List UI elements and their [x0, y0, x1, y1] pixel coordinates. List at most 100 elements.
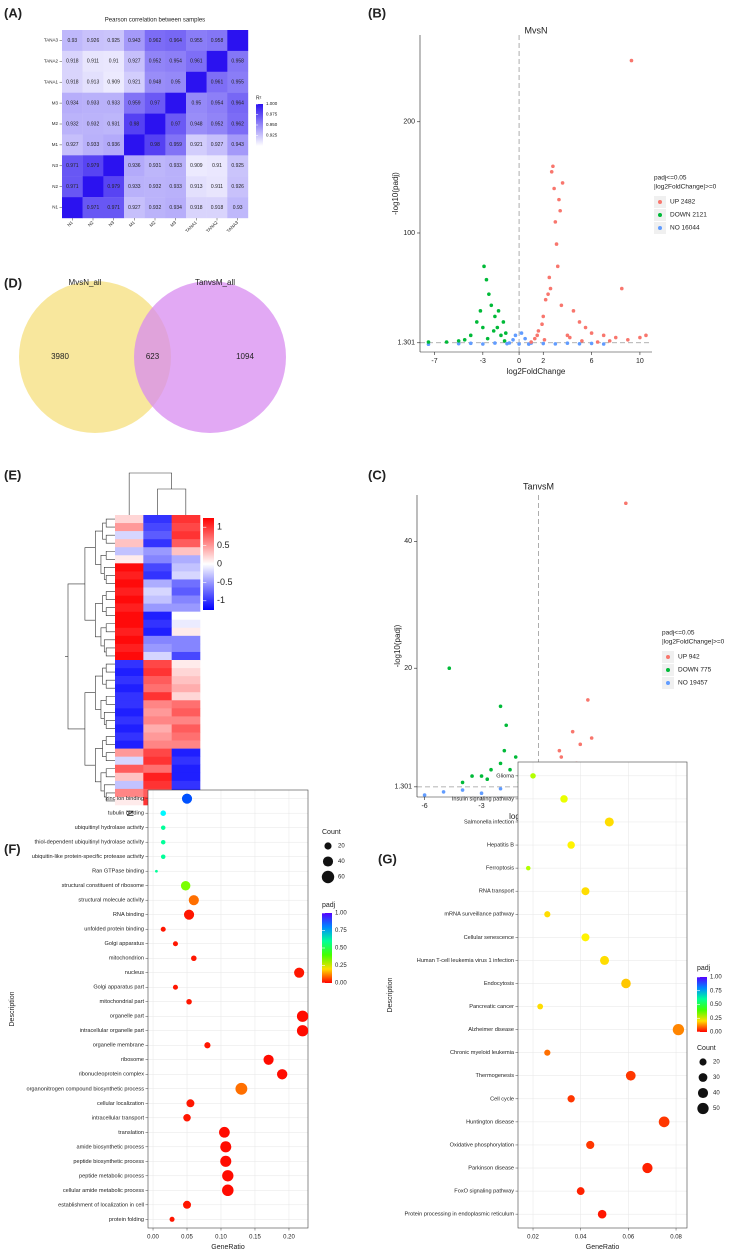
category-label: ribonucleoprotein complex [79, 1072, 145, 1078]
legend-label: DOWN 775 [678, 667, 712, 674]
cell-label: 0.952 [211, 121, 224, 127]
heatmap-cell [115, 756, 144, 766]
dot [597, 1209, 607, 1219]
cell-label: 0.925 [107, 38, 120, 44]
point [478, 309, 483, 313]
point [589, 331, 594, 335]
cell-label: 0.933 [107, 100, 120, 106]
category-label: RNA binding [113, 912, 144, 918]
heatmap-cell [143, 643, 172, 653]
cell-label: 0.909 [190, 163, 203, 169]
point [498, 761, 503, 766]
dot [294, 967, 305, 978]
heatmap-cell [171, 724, 201, 733]
heatmap-cell [165, 71, 187, 93]
dot [172, 984, 178, 990]
heatmap-cell [115, 780, 144, 790]
cell-label: 0.93 [233, 205, 243, 211]
heatmap-cell [124, 113, 145, 135]
cell-label: 0.918 [190, 205, 203, 211]
colorbar-label: 0.00 [710, 1030, 722, 1036]
cell-label: 0.911 [211, 184, 223, 190]
heatmap-cell [171, 627, 201, 637]
heatmap-cell [171, 708, 201, 717]
x-tick-label: 0.20 [283, 1235, 295, 1241]
heatmap-cell [206, 176, 228, 198]
dot [169, 1216, 175, 1222]
heatmap-cell [171, 676, 201, 685]
heatmap-cell [82, 155, 104, 177]
heatmap-cell [171, 523, 201, 532]
point [595, 340, 600, 344]
dot [581, 887, 590, 896]
y-tick-label: 1.301 [397, 340, 415, 347]
category-label: zinc ion binding [105, 796, 144, 802]
dot [544, 1049, 551, 1056]
size-legend-label: 50 [713, 1106, 720, 1112]
row-label: M1 [52, 142, 59, 147]
dot [183, 909, 195, 920]
heatmap-cell [227, 113, 249, 135]
heatmap-cell [206, 50, 228, 72]
category-label: Pancreatic cancer [469, 1004, 514, 1010]
heatmap-cell [82, 30, 104, 52]
region-count: 623 [146, 352, 160, 361]
dot [172, 941, 178, 947]
cell-label: 0.954 [169, 59, 182, 65]
point [546, 292, 550, 296]
heatmap-cell [171, 684, 201, 693]
panel-border [147, 789, 309, 1229]
cell-label: 0.979 [107, 184, 120, 190]
cell-label: 0.927 [66, 142, 79, 148]
cell-label: 0.918 [66, 59, 79, 65]
colorbar-label: -0.5 [217, 577, 233, 587]
category-label: translation [118, 1130, 144, 1136]
heatmap-cell [115, 563, 144, 572]
heatmap-cell [143, 660, 172, 669]
cell-label: 0.962 [149, 38, 162, 44]
colorbar-label: 1.000 [266, 101, 278, 106]
point [543, 297, 548, 302]
heatmap-cell [171, 579, 201, 588]
cell-label: 0.91 [109, 59, 119, 65]
heatmap-cell [143, 676, 172, 685]
size-legend-label: 60 [338, 875, 345, 881]
cell-label: 0.948 [190, 121, 203, 127]
size-legend-marker [698, 1073, 708, 1082]
cell-label: 0.936 [107, 142, 120, 148]
category-label: structural molecule activity [78, 898, 144, 904]
heatmap-cell [115, 571, 144, 580]
heatmap-cell [165, 197, 187, 219]
heatmap-cell [171, 619, 201, 629]
point [601, 342, 606, 346]
legend-marker [666, 681, 670, 685]
y-tick-label: 40 [404, 538, 412, 545]
heatmap-cell [62, 71, 83, 93]
y-axis-label: -log10(padj) [393, 624, 402, 667]
point [489, 767, 493, 772]
heatmap-cell [206, 113, 228, 135]
point [462, 337, 467, 342]
heatmap-cell [115, 587, 144, 596]
heatmap-cell [115, 643, 144, 653]
point [504, 723, 509, 728]
heatmap-cell [165, 155, 187, 177]
dot [155, 869, 158, 873]
point [551, 164, 555, 169]
dot [600, 955, 610, 965]
point [470, 774, 474, 778]
heatmap-cell [171, 643, 201, 653]
point [559, 303, 564, 308]
x-tick-label: 0.06 [623, 1235, 635, 1241]
dot [560, 795, 568, 803]
heatmap-cell [171, 764, 201, 774]
heatmap-cell [115, 796, 144, 806]
row-label: M3 [52, 100, 59, 105]
heatmap-cell [143, 692, 172, 701]
category-label: Ferroptosis [486, 866, 514, 872]
point [479, 791, 484, 795]
dot [160, 926, 166, 932]
cell-label: 0.933 [169, 163, 182, 169]
cell-label: 0.932 [149, 205, 162, 211]
